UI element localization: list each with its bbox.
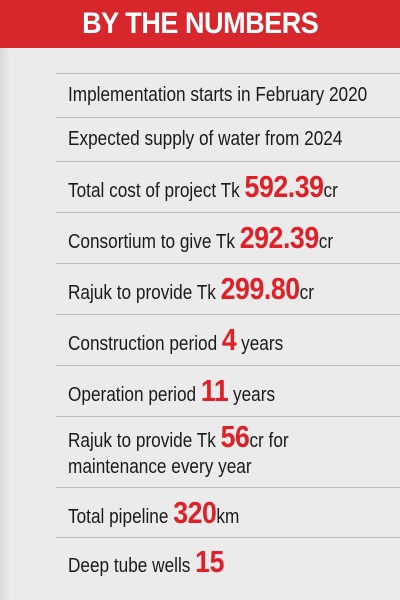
fact-total-pipeline: Total pipeline 320km bbox=[56, 488, 400, 538]
fact-suffix: cr bbox=[323, 180, 338, 202]
fact-suffix: years bbox=[228, 384, 276, 406]
fact-operation-period: Operation period 11 years bbox=[56, 366, 400, 417]
fact-value: 292.39 bbox=[239, 220, 319, 255]
fact-suffix: cr for bbox=[249, 430, 289, 452]
fact-implementation-start: Implementation starts in February 2020 bbox=[56, 74, 400, 118]
title-banner: BY THE NUMBERS bbox=[0, 0, 400, 48]
fact-prefix: Consortium to give Tk bbox=[68, 231, 240, 253]
fact-value: 4 bbox=[221, 322, 237, 357]
fact-value: 11 bbox=[200, 373, 229, 408]
fact-suffix: cr bbox=[299, 282, 314, 304]
fact-prefix: Operation period bbox=[68, 384, 201, 406]
fact-consortium-share: Consortium to give Tk 292.39cr bbox=[56, 213, 400, 264]
fact-prefix: Rajuk to provide Tk bbox=[68, 430, 221, 452]
fact-prefix: Total pipeline bbox=[68, 505, 174, 528]
fact-total-cost: Total cost of project Tk 592.39cr bbox=[56, 162, 400, 213]
fact-deep-tube-wells: Deep tube wells 15 bbox=[56, 538, 400, 586]
fact-rajuk-share: Rajuk to provide Tk 299.80cr bbox=[56, 264, 400, 315]
fact-value: 320 bbox=[173, 494, 217, 530]
fact-text: Expected supply of water from 2024 bbox=[68, 128, 343, 150]
fact-prefix: Construction period bbox=[68, 333, 222, 355]
fact-prefix: Total cost of project Tk bbox=[68, 180, 245, 202]
page-title: BY THE NUMBERS bbox=[81, 7, 319, 40]
facts-list: Implementation starts in February 2020 E… bbox=[56, 73, 400, 586]
fact-value: 56 bbox=[220, 419, 250, 454]
fact-suffix: km bbox=[216, 505, 240, 528]
fact-value: 299.80 bbox=[220, 271, 300, 306]
fact-prefix: Deep tube wells bbox=[68, 555, 196, 577]
fact-second-line: maintenance every year bbox=[68, 456, 252, 478]
fact-suffix: cr bbox=[318, 231, 334, 253]
fact-value: 15 bbox=[195, 544, 224, 579]
fact-prefix: Rajuk to provide Tk bbox=[68, 282, 221, 304]
fact-text: Implementation starts in February 2020 bbox=[68, 84, 368, 106]
fact-value: 592.39 bbox=[244, 169, 324, 204]
left-edge-shadow bbox=[0, 48, 10, 600]
fact-maintenance-cost: Rajuk to provide Tk 56cr for maintenance… bbox=[56, 417, 400, 488]
fact-supply-start: Expected supply of water from 2024 bbox=[56, 118, 400, 162]
fact-suffix: years bbox=[236, 333, 284, 355]
fact-construction-period: Construction period 4 years bbox=[56, 315, 400, 366]
